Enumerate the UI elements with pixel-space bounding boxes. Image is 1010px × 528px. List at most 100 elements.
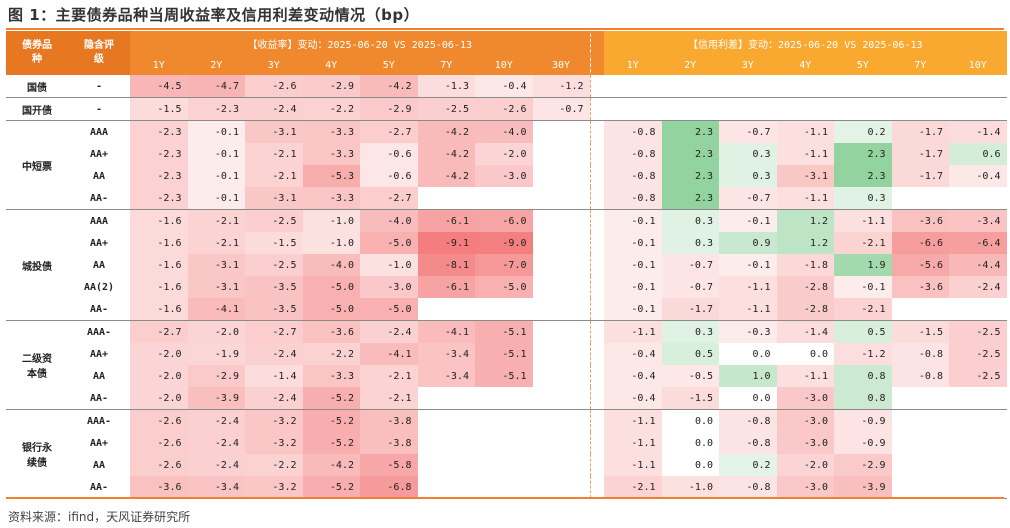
spread-change-cell <box>891 97 949 121</box>
section-separator <box>589 365 604 387</box>
yield-change-cell: -2.6 <box>130 409 188 432</box>
yield-change-cell: -2.3 <box>130 165 188 187</box>
spread-change-cell: -2.1 <box>834 298 892 321</box>
yield-change-cell: -3.5 <box>245 298 303 321</box>
spread-change-cell: -2.5 <box>949 343 1007 365</box>
spread-change-cell: 0.0 <box>809 348 828 360</box>
yield-change-cell: -2.4 <box>187 432 245 454</box>
yield-change-cell: -2.5 <box>245 254 303 276</box>
spread-change-cell: -0.7 <box>719 120 777 143</box>
spread-change-cell: 0.2 <box>719 454 777 476</box>
yield-change-cell: -3.0 <box>360 276 418 298</box>
yield-change-cell <box>532 476 590 499</box>
section-separator <box>589 298 604 321</box>
yield-change-cell: -2.0 <box>187 320 245 343</box>
yield-change-cell: -1.6 <box>130 209 188 232</box>
yield-change-cell: -0.1 <box>187 143 245 165</box>
rating-label: AAA- <box>86 415 112 427</box>
spread-change-cell: -2.4 <box>949 276 1007 298</box>
spread-change-cell: -0.1 <box>604 298 662 321</box>
spread-change-cell <box>949 432 1007 454</box>
spread-change-cell: 0.0 <box>694 437 713 449</box>
yield-change-cell: -5.0 <box>360 298 418 321</box>
spread-change-cell: -4.4 <box>949 254 1007 276</box>
yield-change-cell: -3.1 <box>187 276 245 298</box>
yield-change-cell: -5.2 <box>302 409 360 432</box>
section-separator <box>589 209 604 232</box>
spread-change-cell: -0.8 <box>719 432 777 454</box>
spread-change-cell <box>891 298 949 321</box>
bond-type-label: 国债 <box>6 75 68 98</box>
spread-change-cell: -0.4 <box>604 365 662 387</box>
yield-change-cell: -2.4 <box>245 387 303 410</box>
yield-change-cell: -1.6 <box>130 298 188 321</box>
yield-change-cell <box>418 410 476 433</box>
yield-change-cell: -0.1 <box>187 120 245 143</box>
spread-change-cell <box>892 432 950 454</box>
yield-change-cell: -2.3 <box>187 97 245 121</box>
table-row: 城投债 AAA -1.6 -2.1 -2.5 -1.0 -4.0 -6.1 -6.0 -0.1 0.… <box>6 209 1007 321</box>
yield-change-cell: -3.3 <box>302 365 360 387</box>
spread-change-cell: 2.3 <box>661 165 719 187</box>
yield-change-cell: -3.2 <box>245 476 303 499</box>
yield-change-cell: -2.0 <box>130 343 188 365</box>
col-header-rating: 隐含评级 <box>68 31 130 75</box>
yield-tenor-header: 5Y <box>360 55 418 75</box>
spread-change-cell: -1.1 <box>776 120 834 143</box>
table-row: 二级资本债 AAA- -2.7 -2.0 -2.7 -3.6 -2.4 -4.1 -5.1 -1.… <box>6 320 1007 410</box>
spread-change-cell <box>891 75 949 98</box>
spread-change-cell: -0.4 <box>604 387 662 410</box>
table-row: AA -1.6 -3.1 -2.5 -4.0 -1.0 -8.1 -7.0 -0.1 -0.7 -0… <box>6 254 1007 276</box>
yield-change-cell: -1.0 <box>302 209 360 232</box>
spread-section-title: 【信用利差】变动：2025-06-20 VS 2025-06-13 <box>604 31 1007 55</box>
yield-change-cell <box>475 454 533 476</box>
spread-change-cell: 2.3 <box>661 120 719 143</box>
spread-change-cell: -1.7 <box>891 143 949 165</box>
spread-change-cell: -3.9 <box>834 476 892 499</box>
spread-change-cell <box>949 387 1007 410</box>
yield-change-cell: -4.2 <box>417 120 475 143</box>
spread-tenor-header: 2Y <box>661 55 719 75</box>
table-row: AA- -1.6 -4.1 -3.5 -5.0 -5.0 -0.1 -1.7 -1.1 -2.8-… <box>6 298 1007 321</box>
yield-change-cell: -2.2 <box>302 97 360 121</box>
yield-change-cell: -4.1 <box>187 298 245 321</box>
spread-change-cell <box>776 75 834 98</box>
rating-label: AAA <box>89 215 109 227</box>
yield-change-cell: -2.3 <box>130 143 188 165</box>
spread-change-cell: -0.8 <box>719 409 777 432</box>
yield-change-cell: -4.5 <box>130 75 188 98</box>
spread-change-cell: -1.8 <box>776 254 834 276</box>
spread-change-cell: -0.1 <box>719 254 777 276</box>
yield-change-cell <box>533 410 591 433</box>
yield-change-cell: -3.4 <box>417 365 475 387</box>
spread-change-cell: -0.7 <box>661 276 719 298</box>
yield-tenor-header: 2Y <box>187 55 245 75</box>
yield-change-cell: -0.4 <box>475 75 533 98</box>
yield-change-cell: -5.0 <box>475 276 533 298</box>
yield-change-cell: -2.4 <box>187 454 245 476</box>
table-row: AA+ -2.3 -0.1 -2.1 -3.3 -0.6 -4.2 -2.0 -0.8 2.3 0.… <box>6 143 1007 165</box>
yield-change-cell: -2.4 <box>360 320 418 343</box>
yield-change-cell: -2.2 <box>245 454 303 476</box>
spread-change-cell: 1.9 <box>834 254 892 276</box>
spread-change-cell: 2.3 <box>661 143 719 165</box>
spread-change-cell <box>891 476 949 499</box>
yield-change-cell <box>475 298 533 321</box>
spread-change-cell: -1.1 <box>776 187 834 210</box>
spread-change-cell: -0.1 <box>604 254 662 276</box>
yield-change-cell: -4.2 <box>417 143 475 165</box>
yield-change-cell: -2.1 <box>360 387 418 410</box>
spread-change-cell <box>949 187 1007 210</box>
section-separator <box>589 476 604 499</box>
rating-label: AA+ <box>89 348 109 360</box>
section-separator <box>589 120 604 143</box>
yield-change-cell <box>533 232 591 254</box>
spread-change-cell: -0.8 <box>604 120 662 143</box>
spread-change-cell: 2.3 <box>661 187 719 210</box>
spread-change-cell <box>949 97 1007 121</box>
spread-change-cell: -1.7 <box>891 165 949 187</box>
table-row: AA- -2.3 -0.1 -3.1 -3.3 -2.7 -0.8 2.3 -0.7 -1.1 0.… <box>6 187 1007 210</box>
bond-type-label: 中短票 <box>6 120 68 210</box>
spread-change-cell: -0.1 <box>604 232 662 254</box>
yield-change-cell <box>533 432 591 454</box>
